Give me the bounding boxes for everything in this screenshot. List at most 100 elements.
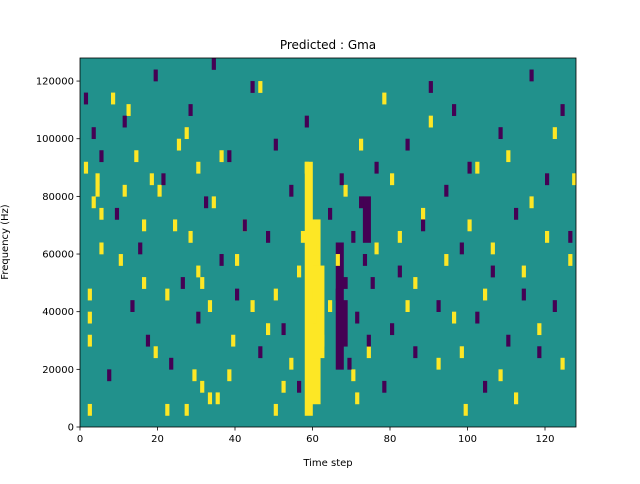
heatmap-cell-low [421, 219, 426, 232]
heatmap-cell-high [300, 230, 306, 243]
heatmap-cell-high [87, 403, 92, 416]
heatmap-cell-low [83, 92, 89, 105]
heatmap-cell-low [114, 207, 120, 220]
heatmap-cell-high [192, 369, 197, 382]
heatmap-cell-high [173, 219, 178, 232]
heatmap-cell-low [266, 230, 271, 243]
heatmap-cell-high [196, 161, 201, 174]
heatmap-cell-high [289, 357, 294, 370]
heatmap-cell-high [207, 300, 213, 312]
heatmap-cell-high [134, 150, 139, 163]
heatmap-cell-high [157, 184, 162, 197]
heatmap-cell-low [343, 277, 348, 289]
heatmap-cell-low [475, 311, 480, 324]
y-tick-label: 0 [68, 423, 74, 434]
heatmap-cell-high [421, 207, 426, 220]
x-tick-label: 20 [151, 434, 164, 445]
heatmap-cell-high [95, 173, 100, 186]
heatmap-cell-high [281, 380, 286, 393]
heatmap-cell-low [180, 277, 185, 289]
heatmap-cell-high [312, 242, 317, 255]
heatmap-band-low [343, 300, 348, 347]
y-tick-label: 40000 [42, 307, 74, 318]
heatmap-cell-low [107, 369, 112, 382]
heatmap-cell-low [359, 196, 364, 209]
heatmap-cell-low [545, 173, 550, 186]
heatmap-cell-low [145, 334, 151, 347]
x-tick-label: 120 [535, 434, 554, 445]
heatmap-cell-low [506, 334, 511, 347]
heatmap-cell-high [312, 311, 317, 324]
heatmap-cell-high [176, 138, 182, 151]
heatmap-cell-high [87, 288, 92, 301]
heatmap-cell-high [83, 161, 89, 174]
heatmap-cell-high [99, 207, 104, 220]
heatmap-cell-high [444, 254, 449, 266]
heatmap-cell-high [165, 288, 170, 301]
heatmap-cell-high [483, 288, 488, 301]
heatmap-cell-high [521, 265, 526, 278]
heatmap-cell-high [436, 357, 441, 370]
heatmap-cell-low [122, 115, 127, 128]
heatmap-cell-high [184, 127, 189, 140]
y-tick-label: 100000 [36, 134, 74, 145]
heatmap-cell-high [258, 81, 263, 93]
x-tick-label: 80 [384, 434, 397, 445]
x-tick-label: 40 [229, 434, 242, 445]
x-axis-label: Time step [302, 458, 352, 469]
heatmap-cells [83, 58, 577, 416]
heatmap-cell-low [362, 254, 368, 266]
heatmap-cell-high [467, 219, 472, 232]
heatmap-cell-low [335, 288, 340, 301]
heatmap-cell-high [459, 346, 464, 359]
heatmap-cell-high [250, 300, 255, 312]
heatmap-cell-high [231, 334, 236, 347]
heatmap-cell-low [130, 300, 135, 312]
heatmap-cell-high [514, 392, 519, 405]
heatmap-cell-high [99, 242, 104, 255]
heatmap-cell-high [200, 277, 205, 289]
heatmap-cell-low [235, 288, 240, 301]
heatmap-cell-low [328, 207, 333, 220]
heatmap-cell-low [188, 104, 193, 116]
y-tick-label: 20000 [42, 365, 74, 376]
x-tick-label: 100 [458, 434, 477, 445]
heatmap-cell-high [219, 150, 224, 163]
heatmap-cell-high [359, 138, 364, 151]
heatmap-cell-high [87, 311, 92, 324]
heatmap-cell-high [126, 104, 131, 116]
heatmap-cell-high [545, 230, 550, 243]
y-axis: 0 20000 40000 60000 80000 100000 120000 [36, 77, 80, 434]
y-tick-label: 60000 [42, 250, 74, 261]
heatmap-cell-low [250, 81, 255, 93]
heatmap-cell-high [95, 184, 100, 197]
heatmap-cell-low [529, 69, 534, 82]
heatmap-cell-high [207, 392, 213, 405]
chart-title: Predicted : Gma [280, 38, 376, 52]
y-tick-label: 120000 [36, 77, 74, 88]
plot-area [79, 57, 577, 428]
heatmap-cell-high [475, 161, 480, 174]
heatmap-cell-low [552, 300, 557, 312]
heatmap-cell-low [297, 380, 302, 393]
heatmap-cell-high [390, 173, 395, 186]
heatmap-cell-low [514, 207, 519, 220]
heatmap-cell-low [498, 127, 503, 140]
heatmap-cell-high [320, 334, 325, 347]
heatmap-cell-low [390, 323, 395, 336]
heatmap-cell-high [273, 288, 278, 301]
heatmap-cell-low [444, 184, 449, 197]
heatmap-cell-high [215, 392, 220, 405]
heatmap-cell-low [382, 380, 387, 393]
heatmap-cell-high [428, 115, 433, 128]
heatmap-cell-high [142, 219, 147, 232]
heatmap-cell-high [304, 161, 309, 174]
y-tick-label: 80000 [42, 192, 74, 203]
heatmap-cell-high [188, 230, 193, 243]
x-axis: 0 20 40 60 80 100 120 [77, 427, 555, 445]
heatmap-cell-low [281, 323, 286, 336]
heatmap-cell-high [568, 254, 573, 266]
heatmap-cell-high [343, 184, 348, 197]
heatmap-cell-high [200, 380, 205, 393]
